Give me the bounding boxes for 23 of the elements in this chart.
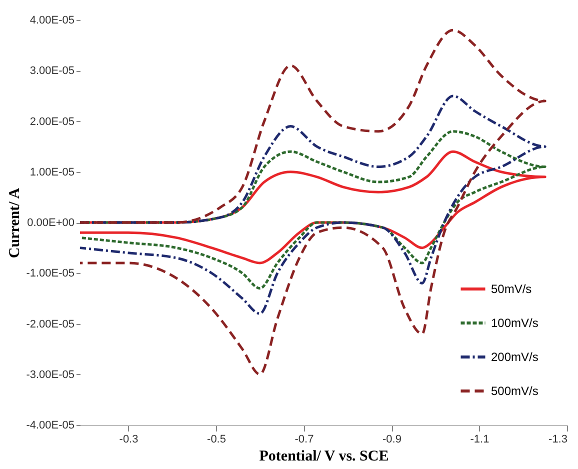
x-tick-label: -0.9: [382, 434, 402, 446]
y-tick-label: -3.00E-05: [26, 368, 74, 381]
line-series: [78, 28, 546, 376]
x-tick-label: -0.3: [119, 434, 138, 446]
x-axis-title: Potential/ V vs. SCE: [259, 448, 389, 464]
line-series: [78, 94, 546, 315]
y-tick-label: 4.00E-05: [30, 14, 74, 26]
y-tick-label: 2.00E-05: [30, 116, 74, 128]
legend-label: 100mV/s: [491, 316, 538, 330]
x-tick-label: -1.3: [548, 434, 568, 446]
legend-label: 500mV/s: [491, 384, 538, 398]
x-tick-label: -1.1: [470, 434, 490, 446]
legend-label: 50mV/s: [491, 282, 532, 296]
x-tick-label: -0.7: [294, 434, 314, 446]
y-tick-label: -2.00E-05: [26, 318, 74, 330]
y-axis-title: Current/ A: [7, 188, 24, 258]
y-tick-label: 1.00E-05: [30, 166, 74, 178]
x-tick-label: -0.5: [207, 434, 226, 446]
y-tick-label: 3.00E-05: [30, 65, 74, 78]
y-tick-label: -1.00E-05: [26, 268, 74, 280]
legend-label: 200mV/s: [491, 350, 538, 364]
y-tick-label: -4.00E-05: [26, 420, 74, 432]
y-tick-label: 0.00E+00: [27, 217, 74, 229]
